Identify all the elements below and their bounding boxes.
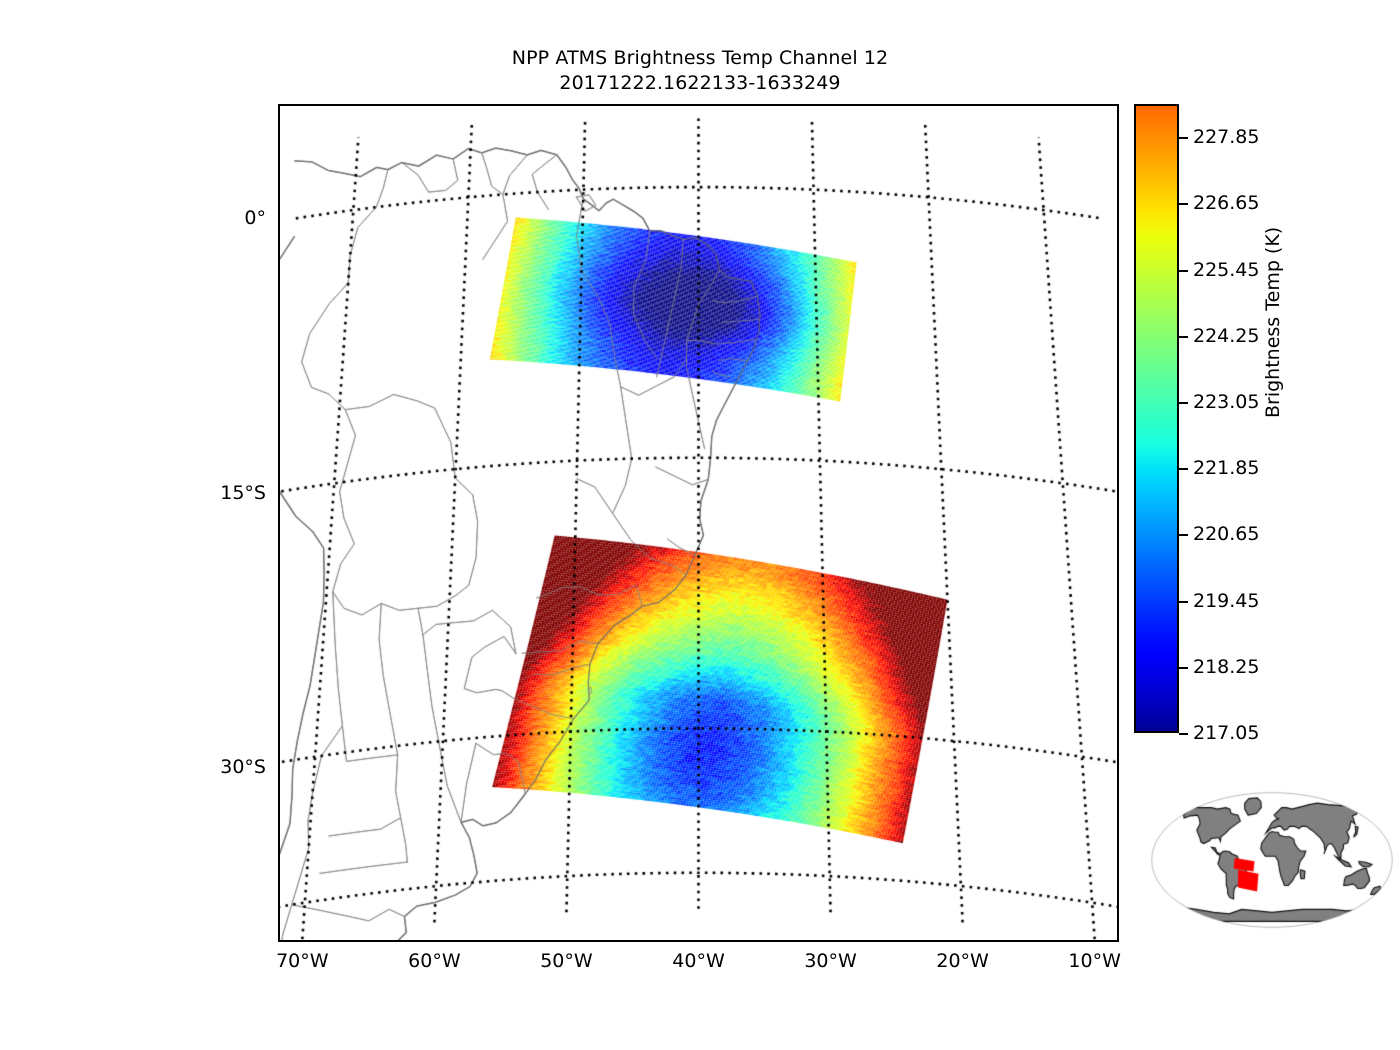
locator-globe-canvas [1148, 786, 1396, 934]
colorbar-tick-label-5: 221.85 [1193, 457, 1260, 480]
xtick-label-3: 40°W [672, 950, 725, 972]
colorbar-tick-label-4: 223.05 [1193, 390, 1260, 413]
xtick-label-4: 30°W [804, 950, 857, 972]
colorbar-tick-0 [1179, 137, 1188, 140]
locator-globe-inset [1148, 786, 1396, 934]
colorbar-tick-8 [1179, 666, 1188, 669]
colorbar-tick-7 [1179, 600, 1188, 603]
colorbar-tick-2 [1179, 269, 1188, 272]
map-axes[interactable] [278, 104, 1119, 942]
ytick-label-1: 15°S [220, 481, 266, 504]
colorbar-tick-label-2: 225.45 [1193, 258, 1260, 281]
colorbar-tick-label-0: 227.85 [1193, 126, 1260, 149]
colorbar-tick-3 [1179, 335, 1188, 338]
colorbar-tick-4 [1179, 401, 1188, 404]
colorbar-tick-label-8: 218.25 [1193, 655, 1260, 678]
xtick-label-5: 20°W [936, 950, 989, 972]
colorbar-tick-6 [1179, 534, 1188, 537]
colorbar-tick-label-9: 217.05 [1193, 722, 1260, 744]
colorbar-tick-label-7: 219.45 [1193, 589, 1260, 612]
figure-title: NPP ATMS Brightness Temp Channel 12 2017… [0, 46, 1400, 96]
colorbar-title: Brightness Temp (K) [1262, 226, 1284, 418]
xtick-label-1: 60°W [408, 950, 461, 972]
ytick-label-0: 0° [244, 207, 266, 230]
colorbar-tick-1 [1179, 203, 1188, 206]
colorbar-tick-9 [1179, 733, 1188, 735]
colorbar-tick-5 [1179, 468, 1188, 471]
brightness-temperature-map [280, 106, 1117, 940]
colorbar-tick-label-3: 224.25 [1193, 324, 1260, 347]
title-line-1: NPP ATMS Brightness Temp Channel 12 [511, 47, 889, 69]
title-line-2: 20171222.1622133-1633249 [559, 72, 841, 94]
ytick-label-2: 30°S [220, 756, 266, 779]
colorbar[interactable] [1134, 104, 1179, 733]
xtick-label-0: 70°W [276, 950, 329, 972]
xtick-label-2: 50°W [540, 950, 593, 972]
xtick-label-6: 10°W [1068, 950, 1121, 972]
colorbar-gradient [1136, 106, 1177, 731]
colorbar-tick-label-1: 226.65 [1193, 192, 1260, 215]
colorbar-tick-label-6: 220.65 [1193, 523, 1260, 546]
